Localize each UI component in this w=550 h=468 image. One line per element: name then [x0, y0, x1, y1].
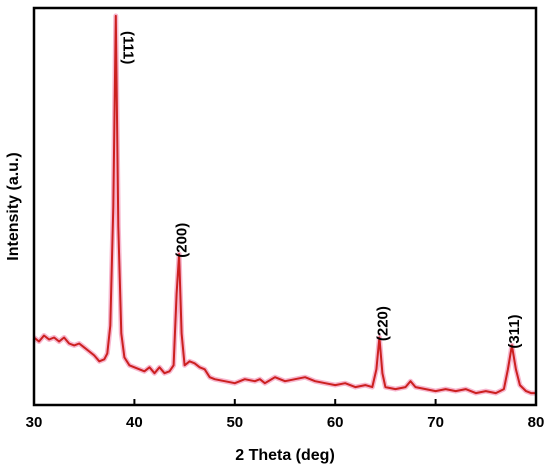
x-tick-label: 80: [528, 414, 545, 431]
x-axis-label: 2 Theta (deg): [235, 447, 335, 464]
x-tick-label: 70: [427, 414, 444, 431]
y-axis-label: Intensity (a.u.): [5, 152, 22, 260]
peak-label: (220): [374, 306, 391, 341]
peak-label: (111): [119, 31, 136, 64]
plot-frame: [32, 6, 538, 407]
x-tick-label: 60: [327, 414, 344, 431]
x-tick-label: 50: [226, 414, 243, 431]
x-axis: 30 40 50 60 70 80: [26, 399, 545, 431]
peak-label: (311): [506, 314, 523, 348]
peak-label: (200): [174, 223, 191, 258]
x-tick-label: 40: [126, 414, 143, 431]
plot-area: [32, 13, 536, 396]
x-tick-label: 30: [26, 414, 43, 431]
series-line: [33, 14, 536, 395]
peak-labels: (111) (200) (220) (311): [119, 31, 522, 349]
